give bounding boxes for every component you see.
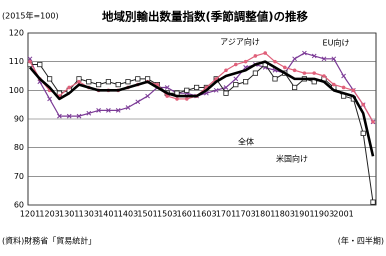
point — [224, 68, 228, 73]
chart-title: 地域別輸出数量指数(季節調整値)の推移 — [102, 10, 309, 24]
point — [321, 56, 327, 62]
point — [115, 82, 121, 88]
point — [351, 88, 356, 93]
x-tick-label: 1603 — [196, 210, 216, 219]
x-tick-label: 1601 — [177, 210, 197, 219]
point — [233, 82, 239, 88]
point — [135, 99, 141, 105]
point — [242, 79, 249, 85]
unit-note: (2015年=100) — [2, 11, 59, 21]
point — [234, 62, 238, 67]
x-tick-label: 1803 — [275, 210, 295, 219]
x-tick-label: 1501 — [137, 210, 157, 219]
point — [96, 82, 102, 88]
point — [291, 84, 298, 91]
series-label: 全体 — [238, 137, 254, 147]
point — [223, 90, 229, 96]
y-tick-label: 120 — [9, 29, 24, 38]
point — [332, 82, 336, 87]
point — [66, 113, 72, 119]
point — [76, 113, 82, 119]
y-tick-label: 100 — [9, 86, 24, 95]
x-tick-label: 1903 — [314, 210, 334, 219]
point — [253, 54, 258, 58]
x-tick-label: 1403 — [118, 210, 138, 219]
point — [370, 199, 376, 205]
point — [292, 68, 297, 73]
series-line — [29, 60, 375, 157]
point — [322, 74, 326, 78]
point — [213, 87, 219, 93]
y-tick-label: 80 — [14, 143, 24, 152]
point — [233, 76, 239, 82]
point — [77, 79, 81, 84]
x-tick-label: 1303 — [79, 210, 99, 219]
x-tick-label: 1301 — [59, 210, 79, 219]
point — [341, 73, 346, 79]
point — [47, 96, 52, 102]
point — [311, 53, 317, 59]
x-tick-label: 1203 — [39, 210, 59, 219]
point — [223, 85, 229, 90]
x-tick-label: 1401 — [98, 210, 118, 219]
point — [28, 59, 32, 64]
point — [47, 76, 53, 82]
x-tick-label: 1701 — [216, 210, 236, 219]
point — [115, 108, 121, 113]
series-label: EU向け — [323, 38, 350, 48]
point — [193, 84, 200, 91]
point — [272, 76, 278, 82]
point — [252, 70, 258, 76]
point — [125, 105, 131, 110]
x-tick-label: 2001 — [333, 210, 353, 219]
x-tick-label: 1901 — [294, 210, 314, 219]
point — [331, 56, 337, 62]
point — [57, 113, 62, 119]
y-tick-label: 110 — [9, 57, 24, 66]
series-label: アジア向け — [220, 37, 260, 47]
point — [371, 120, 375, 124]
point — [165, 94, 169, 98]
x-tick-label: 1703 — [235, 210, 255, 219]
y-tick-label: 60 — [14, 201, 24, 210]
point — [273, 59, 277, 64]
point — [185, 97, 189, 101]
point — [341, 85, 346, 90]
point — [86, 110, 92, 116]
point — [125, 79, 131, 85]
point — [302, 71, 307, 75]
point — [292, 56, 297, 62]
y-tick-label: 90 — [14, 115, 24, 124]
x-tick-label: 1201 — [20, 210, 40, 219]
point — [145, 93, 150, 99]
point — [312, 71, 317, 75]
point — [105, 79, 111, 85]
point — [164, 85, 170, 90]
point — [184, 87, 190, 93]
point — [175, 97, 179, 101]
x-tick-label: 1503 — [157, 210, 177, 219]
y-tick-label: 70 — [14, 172, 24, 181]
point — [135, 76, 141, 82]
x-tick-label: 1801 — [255, 210, 275, 219]
point — [37, 61, 43, 68]
point — [243, 59, 248, 64]
point — [360, 130, 366, 136]
point — [106, 108, 111, 113]
point — [302, 50, 307, 56]
series-label: 米国向け — [276, 154, 308, 164]
point — [263, 51, 268, 55]
point — [361, 102, 366, 107]
point — [96, 108, 101, 113]
x-axis-label: (年・四半期) — [338, 236, 384, 246]
point — [86, 79, 92, 85]
source-note: (資料)財務省「貿易統計」 — [2, 236, 96, 246]
point — [283, 65, 287, 70]
point — [27, 56, 33, 62]
point — [67, 85, 71, 90]
